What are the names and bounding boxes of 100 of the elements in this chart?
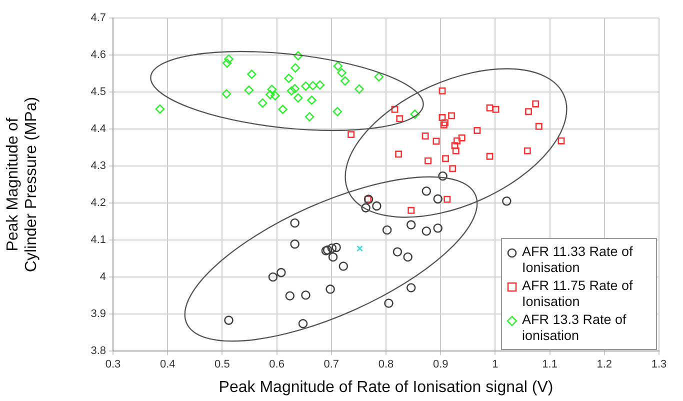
point bbox=[348, 131, 355, 138]
point bbox=[332, 242, 341, 252]
point bbox=[448, 112, 455, 120]
point bbox=[372, 201, 382, 211]
point bbox=[441, 119, 448, 126]
legend-label: AFR 13.3 Rate of ionisation bbox=[522, 312, 628, 344]
y-tick-label: 4.3 bbox=[90, 160, 106, 172]
point bbox=[354, 84, 364, 94]
x-tick-label: 1.1 bbox=[542, 358, 558, 371]
point bbox=[308, 81, 318, 90]
x-tick-label: 1 bbox=[492, 358, 498, 371]
point bbox=[258, 98, 268, 108]
point bbox=[286, 86, 296, 96]
point bbox=[392, 247, 402, 256]
point bbox=[532, 100, 540, 108]
y-tick-label: 4.6 bbox=[90, 49, 106, 62]
point bbox=[290, 218, 300, 228]
point bbox=[438, 171, 448, 181]
point bbox=[304, 112, 314, 122]
point bbox=[222, 58, 232, 68]
point bbox=[328, 252, 338, 262]
point bbox=[268, 272, 278, 282]
point bbox=[244, 86, 254, 95]
x-tick-label: 1.3 bbox=[651, 358, 667, 371]
point bbox=[403, 252, 412, 262]
point bbox=[301, 290, 310, 300]
x-tick-label: 0.6 bbox=[269, 358, 284, 371]
point bbox=[433, 224, 443, 233]
point bbox=[361, 203, 370, 212]
y-tick-label: 4.5 bbox=[90, 86, 106, 98]
x-tick-label: 0.3 bbox=[105, 358, 121, 371]
point bbox=[266, 90, 275, 100]
point bbox=[449, 165, 456, 172]
point bbox=[293, 93, 303, 103]
y-tick-label: 4.1 bbox=[90, 234, 106, 246]
point bbox=[285, 291, 295, 301]
point bbox=[267, 84, 277, 94]
point bbox=[270, 91, 280, 100]
x-tick-label: 0.5 bbox=[214, 358, 230, 371]
point bbox=[452, 147, 460, 154]
point bbox=[396, 115, 404, 122]
point bbox=[408, 206, 415, 214]
point bbox=[406, 283, 416, 292]
point bbox=[525, 108, 532, 116]
point bbox=[278, 104, 288, 114]
point bbox=[422, 132, 429, 140]
y-tick-label: 4 bbox=[100, 271, 106, 284]
point bbox=[438, 114, 446, 122]
point bbox=[284, 74, 294, 83]
point bbox=[486, 152, 494, 160]
point bbox=[524, 147, 531, 154]
point bbox=[332, 106, 342, 116]
point bbox=[290, 63, 300, 73]
point bbox=[391, 106, 398, 113]
point bbox=[374, 72, 384, 82]
point bbox=[337, 68, 346, 78]
y-tick-label: 4.7 bbox=[90, 12, 106, 24]
point bbox=[486, 104, 494, 112]
legend-label: AFR 11.33 Rate of Ionisation bbox=[522, 244, 634, 276]
point bbox=[382, 225, 392, 235]
point bbox=[451, 142, 458, 150]
point bbox=[410, 110, 420, 119]
point bbox=[224, 316, 234, 325]
x-tick-label: 0.9 bbox=[432, 358, 448, 371]
point bbox=[356, 245, 363, 252]
point bbox=[422, 226, 432, 236]
point bbox=[444, 196, 451, 203]
point bbox=[558, 137, 565, 144]
point bbox=[492, 106, 500, 113]
x-tick-label: 1.2 bbox=[596, 358, 612, 371]
point bbox=[307, 95, 316, 105]
point bbox=[422, 186, 432, 196]
legend-label: AFR 11.75 Rate of Ionisation bbox=[522, 278, 634, 310]
point bbox=[440, 121, 448, 128]
point bbox=[395, 150, 402, 158]
point bbox=[276, 268, 286, 278]
point bbox=[432, 138, 440, 145]
point bbox=[224, 54, 234, 64]
point bbox=[338, 262, 348, 271]
x-tick-label: 0.7 bbox=[324, 358, 340, 371]
point bbox=[442, 155, 449, 162]
point bbox=[315, 80, 325, 90]
point bbox=[535, 122, 542, 130]
point bbox=[458, 134, 466, 142]
point bbox=[247, 70, 256, 79]
point bbox=[433, 194, 443, 204]
point bbox=[327, 243, 337, 253]
x-tick-label: 0.8 bbox=[378, 358, 394, 371]
y-tick-label: 4.2 bbox=[90, 197, 106, 210]
y-tick-label: 4.4 bbox=[90, 123, 106, 136]
point bbox=[290, 239, 300, 249]
point bbox=[155, 104, 165, 114]
x-tick-label: 0.4 bbox=[160, 358, 176, 371]
point bbox=[293, 51, 303, 60]
point bbox=[340, 76, 350, 86]
point bbox=[454, 137, 460, 144]
point bbox=[333, 61, 343, 71]
point bbox=[298, 318, 308, 328]
y-tick-label: 3.9 bbox=[90, 308, 106, 320]
point bbox=[290, 84, 300, 94]
